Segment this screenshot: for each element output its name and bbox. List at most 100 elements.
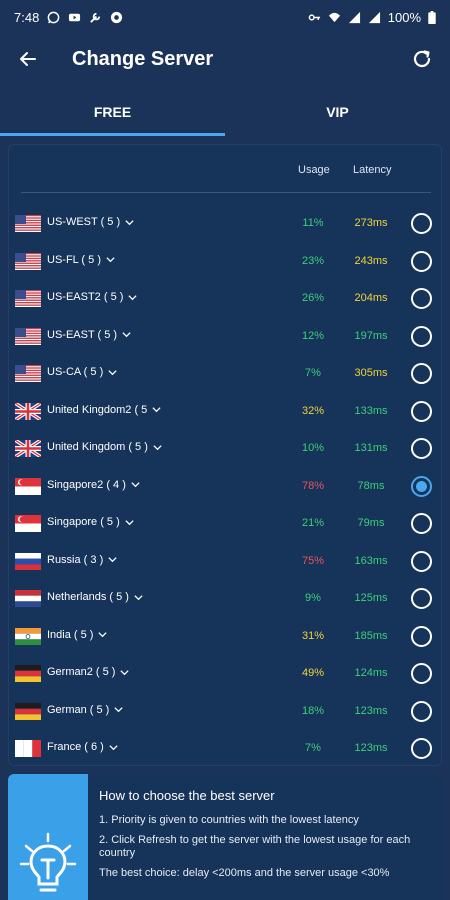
server-name: US-WEST ( 5 ) [47,216,121,228]
latency-value: 273ms [354,217,388,229]
server-select-radio[interactable] [411,700,432,722]
help-title: How to choose the best server [99,788,275,803]
uk-flag-icon [15,402,41,420]
usage-value: 26% [301,292,325,304]
server-name-dropdown[interactable]: Singapore2 ( 4 ) [47,479,141,491]
chevron-down-icon [153,444,162,450]
server-name: US-FL ( 5 ) [47,253,101,266]
server-row[interactable]: Netherlands ( 5 ) 9% 125ms [9,580,443,618]
refresh-icon [413,50,431,68]
latency-value: 125ms [354,592,388,604]
server-select-radio[interactable] [411,550,432,572]
server-name-dropdown[interactable]: Netherlands ( 5 ) [47,591,144,603]
usage-value: 9% [305,592,321,604]
server-name: US-CA ( 5 ) [47,366,104,378]
youtube-icon [69,13,81,21]
server-select-radio[interactable] [411,663,432,684]
server-row[interactable]: US-EAST2 ( 5 ) 26% 204ms [9,280,443,318]
refresh-button[interactable] [394,34,450,84]
server-name-dropdown[interactable]: Russia ( 3 ) [47,554,118,566]
help-line: The best choice: delay <200ms and the se… [99,867,390,879]
server-select-radio[interactable] [411,513,432,534]
server-name: United Kingdom2 ( 5 [47,403,148,416]
us-flag-icon [15,215,41,232]
server-name-dropdown[interactable]: US-WEST ( 5 ) [47,216,135,228]
server-name-dropdown[interactable]: United Kingdom2 ( 5 [47,404,162,416]
latency-value: 305ms [354,367,388,379]
server-list: US-WEST ( 5 ) 11% 273ms US-FL ( 5 ) 23% … [9,205,443,768]
chevron-down-icon [108,369,117,375]
arrow-back-icon [20,52,36,66]
server-list-card: Usage Latency US-WEST ( 5 ) 11% 273ms US… [8,144,442,766]
chevron-down-icon [120,669,130,675]
server-row[interactable]: Russia ( 3 ) 75% 163ms [9,543,443,581]
chevron-down-icon [109,744,118,750]
usage-value: 18% [301,704,325,717]
chevron-down-icon [108,557,117,563]
server-select-radio[interactable] [411,250,432,272]
server-row[interactable]: German ( 5 ) 18% 123ms [9,693,443,731]
server-row[interactable]: US-FL ( 5 ) 23% 243ms [9,243,443,281]
server-row[interactable]: United Kingdom2 ( 5 32% 133ms [9,393,443,431]
usage-value: 31% [301,629,325,642]
server-name: France ( 6 ) [47,741,104,753]
latency-value: 185ms [354,629,388,642]
server-name-dropdown[interactable]: US-EAST2 ( 5 ) [47,291,138,303]
latency-value: 131ms [354,442,388,454]
tab-bar: FREE VIP [0,88,450,136]
server-row[interactable]: US-CA ( 5 ) 7% 305ms [9,355,443,393]
help-icon-box [8,774,88,900]
server-name-dropdown[interactable]: US-CA ( 5 ) [47,366,118,378]
de-flag-icon [15,702,41,720]
signal-icon-2 [368,11,380,23]
server-name-dropdown[interactable]: France ( 6 ) [47,741,119,753]
chevron-down-icon [134,594,143,600]
server-row[interactable]: Singapore2 ( 4 ) 78% 78ms [9,468,443,506]
server-select-radio[interactable] [411,475,432,497]
whatsapp-icon [47,11,60,23]
latency-value: 123ms [354,742,388,754]
usage-value: 49% [301,667,325,679]
server-select-radio[interactable] [411,625,432,647]
chrome-icon [111,11,123,23]
server-select-radio[interactable] [411,288,432,309]
latency-value: 243ms [354,254,388,267]
usage-value: 21% [301,517,325,529]
server-row[interactable]: German2 ( 5 ) 49% 124ms [9,655,443,693]
server-name-dropdown[interactable]: US-FL ( 5 ) [47,254,116,266]
server-row[interactable]: US-WEST ( 5 ) 11% 273ms [9,205,443,243]
back-button[interactable] [0,34,56,84]
server-select-radio[interactable] [411,738,432,759]
server-name: Netherlands ( 5 ) [47,591,129,603]
server-select-radio[interactable] [411,438,432,459]
server-row[interactable]: India ( 5 ) 31% 185ms [9,618,443,656]
server-name: United Kingdom ( 5 ) [47,441,148,453]
usage-value: 78% [301,479,325,492]
server-name-dropdown[interactable]: German2 ( 5 ) [47,666,130,678]
server-name-dropdown[interactable]: German ( 5 ) [47,704,124,716]
usage-value: 32% [301,404,325,417]
server-name-dropdown[interactable]: US-EAST ( 5 ) [47,329,132,341]
battery-percent: 100% [387,9,421,25]
latency-column-header: Latency [353,164,392,176]
latency-value: 133ms [354,404,388,417]
server-select-radio[interactable] [411,325,432,347]
tab-free[interactable]: FREE [0,88,225,136]
server-select-radio[interactable] [411,363,432,384]
server-select-radio[interactable] [411,213,432,234]
server-select-radio[interactable] [411,588,432,609]
server-name: German2 ( 5 ) [47,666,116,678]
server-row[interactable]: France ( 6 ) 7% 123ms [9,730,443,768]
server-name-dropdown[interactable]: Singapore ( 5 ) [47,516,135,528]
server-name: German ( 5 ) [47,703,110,716]
server-row[interactable]: US-EAST ( 5 ) 12% 197ms [9,318,443,356]
server-row[interactable]: United Kingdom ( 5 ) 10% 131ms [9,430,443,468]
server-row[interactable]: Singapore ( 5 ) 21% 79ms [9,505,443,543]
chevron-down-icon [128,294,138,300]
in-flag-icon [15,627,41,645]
server-select-radio[interactable] [411,400,432,422]
tab-vip[interactable]: VIP [326,104,349,120]
server-name-dropdown[interactable]: United Kingdom ( 5 ) [47,441,163,453]
vpn-key-icon [308,13,320,21]
server-name-dropdown[interactable]: India ( 5 ) [47,629,108,641]
